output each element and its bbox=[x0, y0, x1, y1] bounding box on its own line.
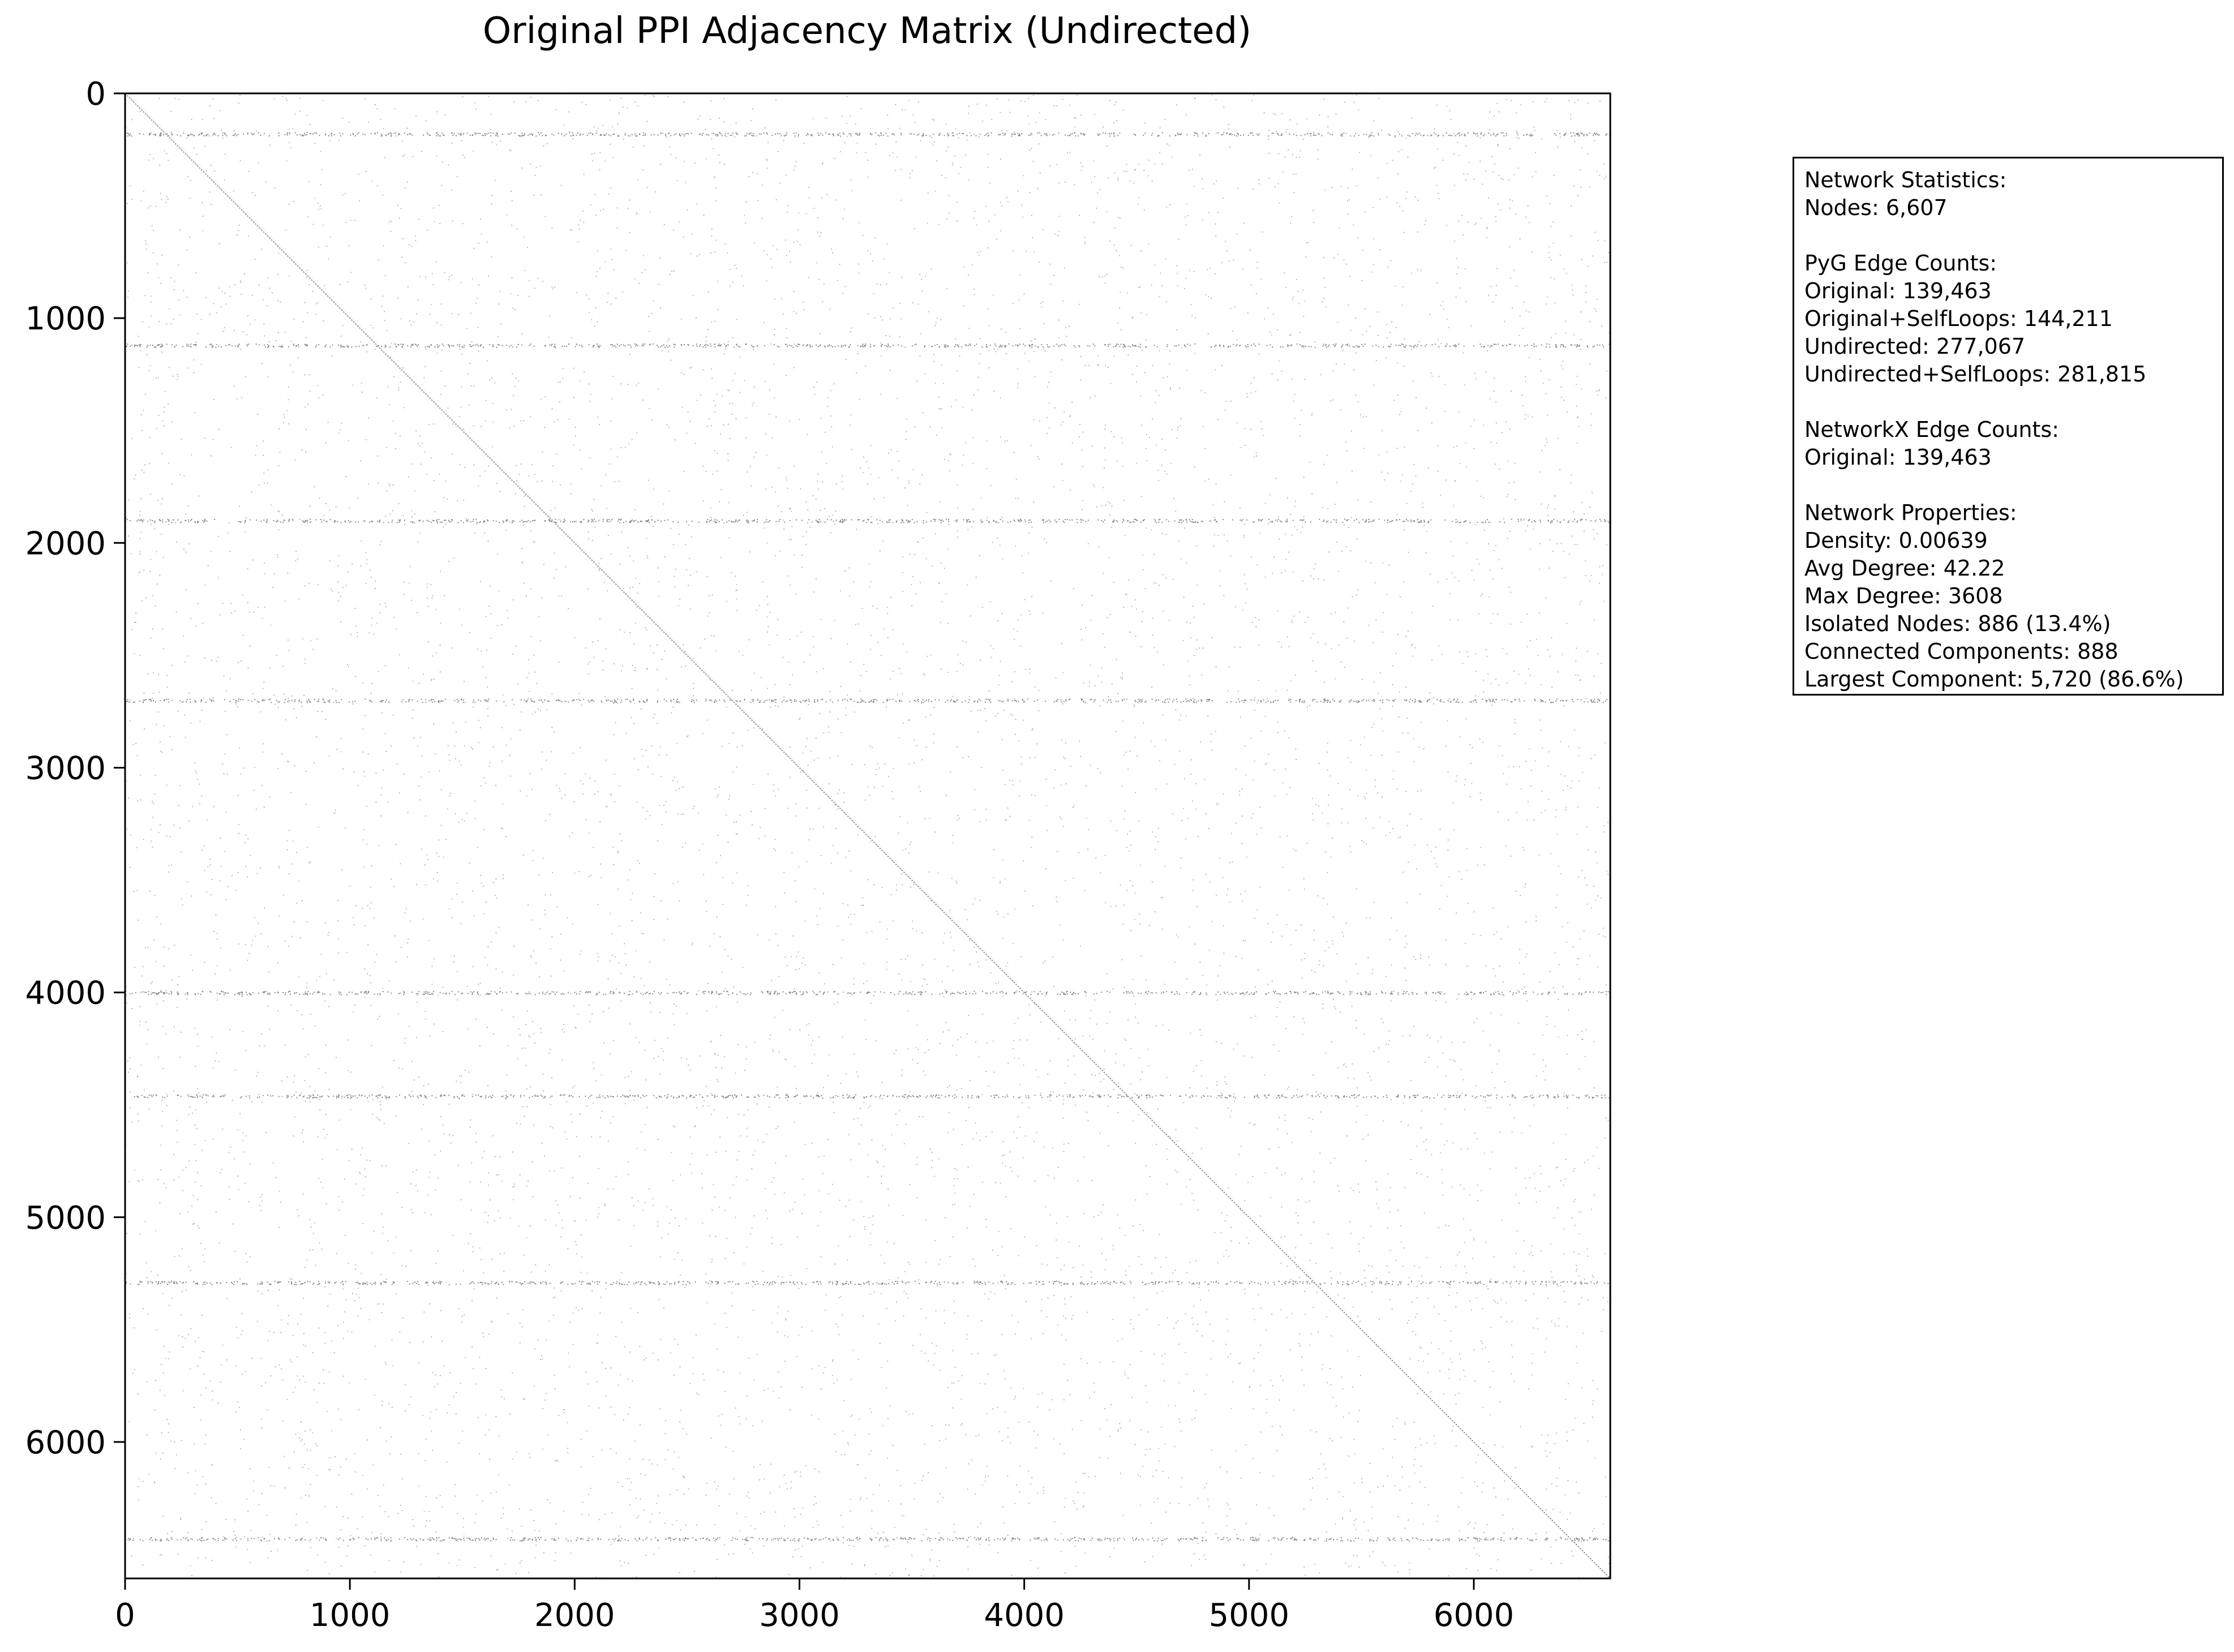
stat-line-18: Largest Component: 5,720 (86.6%) bbox=[1804, 667, 2184, 692]
x-tick-label-3000: 3000 bbox=[759, 1597, 840, 1634]
y-tick-label-5000: 5000 bbox=[25, 1200, 106, 1237]
y-axis: 0 1000 2000 3000 4000 5000 6000 bbox=[25, 76, 125, 1461]
y-tick-label-4000: 4000 bbox=[25, 975, 106, 1012]
stat-line-3: PyG Edge Counts: bbox=[1804, 251, 1997, 276]
stat-line-0: Network Statistics: bbox=[1804, 168, 2007, 192]
dense-row-3 bbox=[125, 698, 1608, 703]
x-tick-label-1000: 1000 bbox=[310, 1597, 391, 1634]
x-tick-label-4000: 4000 bbox=[984, 1597, 1065, 1634]
dense-row-0 bbox=[126, 132, 1611, 137]
dense-row-2 bbox=[125, 518, 1610, 524]
adjacency-matrix bbox=[125, 93, 1611, 1580]
chart-title: Original PPI Adjacency Matrix (Undirecte… bbox=[483, 10, 1251, 52]
stat-line-2 bbox=[1804, 222, 2222, 250]
stat-line-13: Density: 0.00639 bbox=[1804, 528, 1988, 553]
x-axis: 0 1000 2000 3000 4000 5000 6000 bbox=[115, 1578, 1514, 1634]
dense-row-6 bbox=[125, 1281, 1609, 1285]
stat-line-4: Original: 139,463 bbox=[1804, 278, 1992, 303]
stat-line-11 bbox=[1804, 471, 2222, 499]
matrix-diagonal bbox=[125, 93, 1611, 1579]
plot-frame bbox=[124, 92, 1611, 1580]
x-tick-label-6000: 6000 bbox=[1434, 1597, 1515, 1634]
y-tick-label-6000: 6000 bbox=[25, 1424, 106, 1461]
x-tick-label-5000: 5000 bbox=[1209, 1597, 1290, 1634]
y-tick-label-0: 0 bbox=[85, 76, 106, 113]
x-tick-label-2000: 2000 bbox=[534, 1597, 615, 1634]
dense-row-1 bbox=[126, 343, 1611, 348]
stat-line-9: NetworkX Edge Counts: bbox=[1804, 417, 2059, 442]
x-tick-label-0: 0 bbox=[115, 1597, 135, 1634]
stat-line-6: Undirected: 277,067 bbox=[1804, 334, 2026, 359]
stat-line-16: Isolated Nodes: 886 (13.4%) bbox=[1804, 611, 2111, 636]
y-tick-label-1000: 1000 bbox=[25, 301, 106, 337]
stat-line-17: Connected Components: 888 bbox=[1804, 639, 2119, 664]
dense-row-4 bbox=[125, 990, 1611, 996]
stat-line-8 bbox=[1804, 388, 2222, 416]
stat-line-14: Avg Degree: 42.22 bbox=[1804, 556, 2005, 581]
dense-row-5 bbox=[134, 1094, 1611, 1099]
stat-line-15: Max Degree: 3608 bbox=[1804, 583, 2003, 608]
y-tick-label-3000: 3000 bbox=[25, 750, 106, 787]
stat-line-1: Nodes: 6,607 bbox=[1804, 195, 1948, 220]
stat-line-10: Original: 139,463 bbox=[1804, 445, 1992, 470]
stat-line-12: Network Properties: bbox=[1804, 500, 2017, 525]
y-tick-label-2000: 2000 bbox=[25, 525, 106, 562]
network-statistics-box: Network Statistics: Nodes: 6,607 PyG Edge … bbox=[1793, 157, 2224, 696]
stat-line-5: Original+SelfLoops: 144,211 bbox=[1804, 306, 2113, 331]
stat-line-7: Undirected+SelfLoops: 281,815 bbox=[1804, 362, 2147, 387]
